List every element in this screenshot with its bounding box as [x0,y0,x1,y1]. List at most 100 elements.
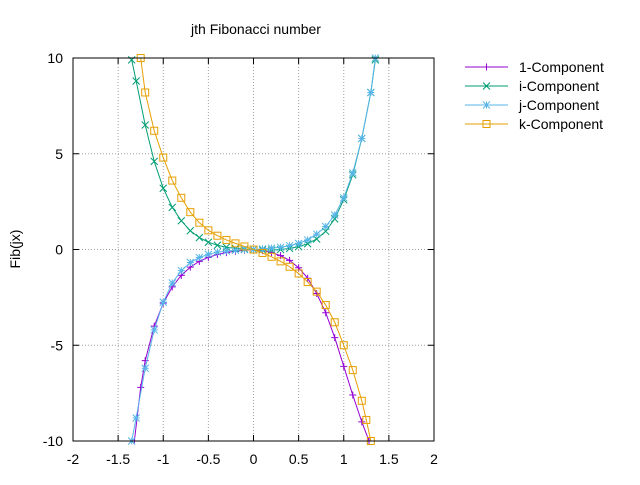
data-point-i-component [213,241,222,250]
chart-title: jth Fibonacci number [190,21,321,37]
data-point-k-component [348,366,357,375]
y-axis-label: Fib(jx) [7,230,23,269]
data-point-j-component [339,193,348,202]
y-tick-label: 0 [55,242,63,258]
data-point-i-component [127,56,136,64]
data-point-k-component [294,269,303,278]
data-point-j-component [285,241,294,250]
data-point-1-component [358,418,366,426]
data-point-k-component [267,252,276,261]
data-point-k-component [240,242,249,251]
x-tick-label: 1 [340,451,348,467]
x-tick-label: 0 [250,451,258,467]
legend-entry-i-component: i-Component [465,78,599,94]
data-point-j-component [141,364,150,373]
data-point-1-component [137,383,145,391]
y-tick-label: -5 [51,337,64,353]
data-point-k-component [249,245,258,254]
data-point-i-component [330,215,339,223]
x-tick-label: -1 [157,451,170,467]
data-point-j-component [177,266,186,275]
data-point-k-component [204,226,213,235]
ticks: -2 -1.5 -1 -0.5 0 0.5 1 1.5 2 -10 -5 0 5 10 [43,50,438,467]
data-point-j-component [195,253,204,262]
data-point-1-component [331,334,339,342]
legend-label: j-Component [518,97,599,113]
legend-swatch-marker [482,101,491,109]
data-point-k-component [168,176,177,185]
data-point-j-component [231,246,240,255]
data-point-i-component [186,226,195,235]
data-point-k-component [276,257,285,266]
legend-swatch-marker [482,82,491,90]
data-point-j-component [357,134,366,143]
y-tick-label: -10 [43,433,63,449]
data-point-k-component [303,278,312,287]
data-point-j-component [303,236,312,244]
data-point-k-component [141,88,150,97]
data-point-k-component [159,153,168,162]
legend-entry-k-component: k-Component [465,116,603,132]
data-point-j-component [204,250,213,259]
x-tick-label: -1.5 [106,451,130,467]
legend: 1-Component i-Component j-Component k-Compo… [465,59,604,132]
data-point-j-component [366,88,375,97]
data-point-k-component [339,341,348,350]
data-point-j-component [168,279,177,287]
data-point-k-component [321,301,330,310]
data-point-k-component [222,235,231,244]
data-point-j-component [276,243,285,252]
data-point-k-component [177,193,186,202]
data-point-k-component [213,231,222,240]
data-point-k-component [285,262,294,271]
grid [73,58,434,441]
data-point-j-component [159,298,168,307]
data-point-i-component [150,157,159,166]
data-point-j-component [294,239,303,248]
legend-label: 1-Component [519,59,604,75]
data-point-i-component [195,233,204,242]
data-point-j-component [348,169,357,177]
data-point-k-component [330,318,339,327]
y-tick-label: 10 [47,50,63,66]
data-point-j-component [330,211,339,219]
data-point-i-component [204,238,213,247]
legend-entry-1-component: 1-Component [465,59,604,75]
data-point-j-component [312,230,321,239]
data-point-k-component [357,396,366,405]
data-point-k-component [312,287,321,296]
legend-entry-j-component: j-Component [465,97,599,113]
legend-swatch-marker [483,63,490,71]
data-point-i-component [303,239,312,248]
series-k-component [136,54,375,445]
x-tick-label: 1.5 [379,451,399,467]
data-point-j-component [213,248,222,257]
data-point-j-component [258,245,267,253]
data-point-i-component [132,77,141,85]
x-tick-label: 2 [430,451,438,467]
y-tick-label: 5 [55,146,63,162]
data-point-j-component [321,222,330,231]
data-point-j-component [132,414,141,422]
x-tick-label: -0.5 [196,451,220,467]
data-point-k-component [195,218,204,227]
data-point-k-component [150,126,159,135]
data-point-k-component [231,239,240,248]
legend-swatch-marker [482,120,491,128]
data-point-j-component [267,244,276,253]
legend-label: i-Component [519,78,599,94]
data-point-k-component [186,208,195,217]
data-point-i-component [159,184,168,193]
data-point-1-component [141,357,149,365]
data-point-i-component [222,243,231,252]
data-point-i-component [141,121,150,129]
data-point-i-component [168,203,177,212]
data-point-j-component [150,326,159,334]
data-point-i-component [177,216,186,225]
data-point-j-component [222,247,231,255]
data-point-1-component [349,391,357,399]
legend-label: k-Component [519,116,603,132]
series-1-component [130,246,373,445]
